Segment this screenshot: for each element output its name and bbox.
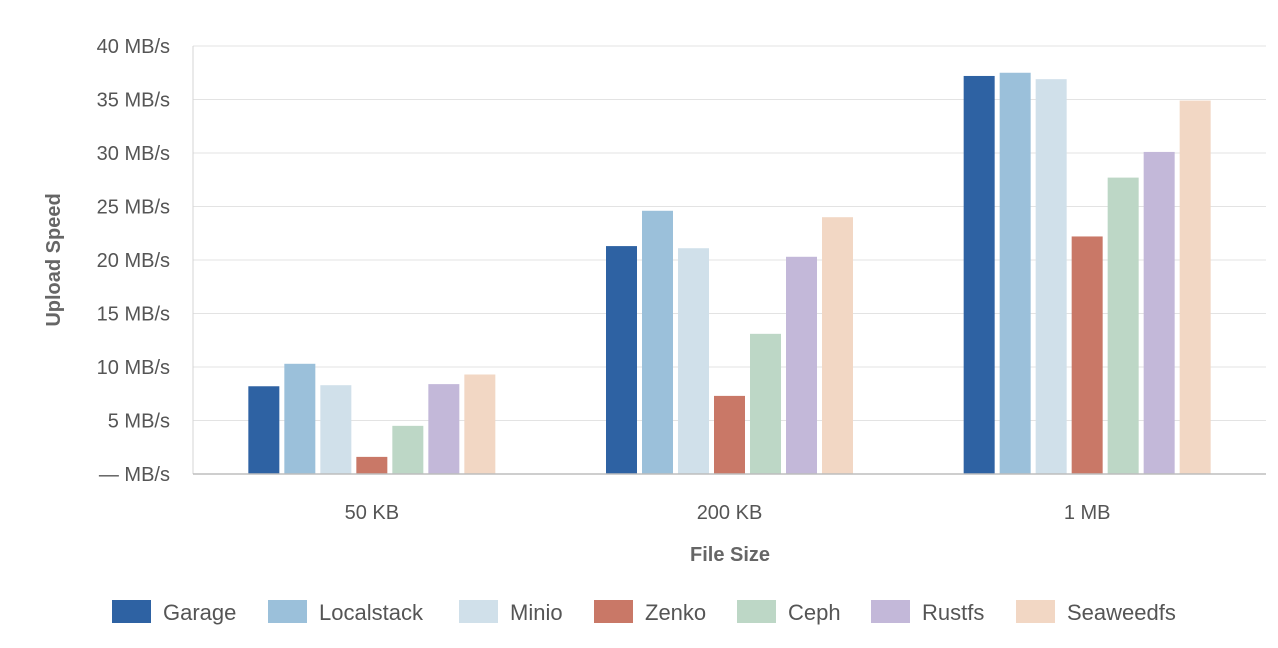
legend-swatch: [737, 600, 776, 623]
bar-localstack-2: [999, 72, 1031, 474]
legend-item-ceph: Ceph: [737, 600, 841, 625]
bar-garage-1: [606, 246, 637, 474]
legend-item-minio: Minio: [459, 600, 563, 625]
y-tick-label: 40 MB/s: [97, 36, 170, 58]
bar-rustfs-0: [428, 384, 460, 474]
x-tick-label: 50 KB: [345, 502, 399, 524]
bar-minio-0: [320, 385, 352, 474]
bar-zenko-2: [1071, 236, 1103, 474]
bar-ceph-2: [1107, 177, 1139, 475]
legend: Garage Localstack Minio Zenko Ceph Rustfs Seaw…: [112, 600, 1176, 625]
legend-label: Rustfs: [922, 600, 984, 625]
x-tick-label: 200 KB: [697, 502, 763, 524]
legend-item-rustfs: Rustfs: [871, 600, 984, 625]
gridlines: [193, 45, 1266, 421]
bar-ceph-1: [750, 333, 781, 474]
legend-label: Ceph: [788, 600, 841, 625]
bar-seaweedfs-1: [822, 217, 853, 474]
legend-label: Seaweedfs: [1067, 600, 1176, 625]
bars: [248, 72, 1211, 475]
legend-swatch: [268, 600, 307, 623]
legend-swatch: [594, 600, 633, 623]
bar-rustfs-2: [1143, 151, 1175, 474]
y-tick-label: 5 MB/s: [108, 411, 170, 433]
legend-label: Zenko: [645, 600, 706, 625]
legend-label: Localstack: [319, 600, 424, 625]
legend-item-seaweedfs: Seaweedfs: [1016, 600, 1176, 625]
bar-minio-1: [678, 248, 709, 474]
bar-ceph-0: [392, 425, 424, 474]
legend-swatch: [459, 600, 498, 623]
legend-swatch: [871, 600, 910, 623]
y-tick-label: 20 MB/s: [97, 250, 170, 272]
bar-minio-2: [1035, 79, 1067, 475]
y-tick-label: — MB/s: [99, 464, 170, 486]
bar-zenko-1: [714, 395, 745, 474]
y-axis-title: Upload Speed: [43, 193, 65, 326]
bar-seaweedfs-2: [1179, 100, 1211, 474]
bar-garage-0: [248, 386, 280, 474]
legend-item-garage: Garage: [112, 600, 236, 625]
legend-item-localstack: Localstack: [268, 600, 424, 625]
legend-swatch: [112, 600, 151, 623]
legend-swatch: [1016, 600, 1055, 623]
bar-rustfs-1: [786, 256, 817, 474]
y-tick-label: 15 MB/s: [97, 304, 170, 326]
bar-localstack-0: [284, 363, 316, 474]
bar-garage-2: [963, 75, 995, 475]
y-tick-label: 25 MB/s: [97, 197, 170, 219]
y-tick-label: 30 MB/s: [97, 143, 170, 165]
x-axis-title: File Size: [690, 544, 770, 566]
x-tick-label: 1 MB: [1064, 502, 1111, 524]
legend-label: Garage: [163, 600, 236, 625]
legend-item-zenko: Zenko: [594, 600, 706, 625]
y-tick-label: 10 MB/s: [97, 357, 170, 379]
bar-zenko-0: [356, 456, 388, 474]
y-tick-label: 35 MB/s: [97, 90, 170, 112]
bar-localstack-1: [642, 210, 673, 474]
legend-label: Minio: [510, 600, 563, 625]
bar-seaweedfs-0: [464, 374, 496, 474]
axes: — MB/s 5 MB/s 10 MB/s 15 MB/s 20 MB/s 25 MB/s…: [97, 36, 1266, 524]
